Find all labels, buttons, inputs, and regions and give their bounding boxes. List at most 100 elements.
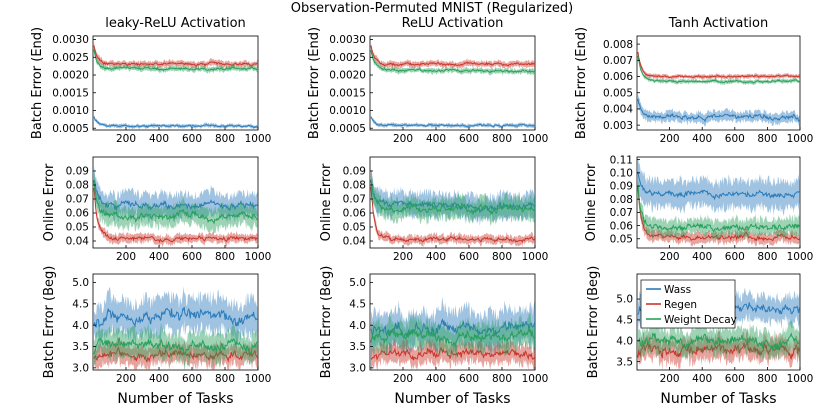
x-tick-label: 800: [757, 133, 777, 145]
line-weight-decay: [637, 185, 800, 233]
y-tick-label: 0.10: [610, 168, 633, 180]
x-tick-label: 600: [459, 133, 479, 145]
y-tick-label: 4.0: [72, 320, 89, 332]
x-tick-label: 400: [149, 133, 169, 145]
series-group: [637, 49, 800, 128]
band-regen: [94, 41, 258, 70]
x-tick-label: 1000: [245, 251, 272, 263]
y-tick-label: 0.11: [610, 154, 633, 166]
y-axis-label: Batch Error (End): [307, 27, 322, 139]
series-group: [93, 286, 258, 370]
line-wass: [637, 171, 800, 201]
y-tick-label: 5.0: [349, 277, 366, 289]
line-weight-decay: [93, 49, 258, 72]
y-tick-label: 0.07: [343, 194, 366, 206]
x-tick-label: 200: [660, 133, 680, 145]
line-wass: [370, 116, 535, 128]
band-regen: [638, 49, 800, 81]
y-tick-label: 0.0020: [52, 70, 89, 82]
panel-6: 200 400 600 800 1000 3.0 3.5 4.0 4.5 5.0 Batch Err…: [42, 266, 271, 407]
panel-2: 200 400 600 800 1000 0.003 0.004 0.005 0.006 0.00…: [574, 16, 813, 145]
y-tick-label: 0.06: [610, 220, 634, 232]
x-tick-label: 1000: [522, 373, 549, 385]
line-weight-decay: [637, 55, 800, 84]
panel-8: 200 400 600 800 1000 3.5 4.0 4.5 5.0 Batch Error …: [586, 266, 813, 407]
band-regen: [638, 329, 800, 370]
x-tick-label: 800: [757, 373, 777, 385]
band-wass: [94, 114, 258, 130]
x-tick-label: 400: [149, 373, 169, 385]
x-tick-label: 400: [426, 133, 446, 145]
x-tick-label: 800: [492, 133, 512, 145]
line-wass: [637, 98, 800, 123]
x-tick-label: 800: [215, 133, 235, 145]
legend: Wass Regen Weight Decay: [640, 279, 737, 329]
y-tick-label: 0.06: [66, 208, 90, 220]
y-tick-label: 0.07: [66, 194, 89, 206]
band-regen: [94, 185, 258, 248]
band-wass: [94, 165, 258, 224]
line-wass: [370, 318, 535, 339]
line-regen: [93, 346, 258, 363]
x-tick-label: 800: [492, 251, 512, 263]
x-tick-label: 400: [692, 251, 712, 263]
panels-group: 200 400 600 800 1000 0.0005 0.0010 0.0015 0.0020…: [30, 16, 813, 407]
y-tick-label: 4.0: [349, 320, 366, 332]
plot-frame: [92, 35, 259, 131]
band-weight-decay: [638, 180, 800, 241]
y-tick-label: 0.0030: [52, 34, 89, 46]
y-tick-label: 0.09: [610, 181, 633, 193]
y-tick-label: 0.0005: [52, 123, 89, 135]
y-tick-label: 3.0: [349, 363, 366, 375]
plot-frame: [369, 35, 536, 131]
subplot-title: ReLU Activation: [402, 16, 504, 31]
y-tick-label: 0.0010: [329, 105, 366, 117]
x-tick-label: 1000: [787, 133, 814, 145]
y-tick-label: 0.08: [610, 194, 633, 206]
band-weight-decay: [371, 312, 535, 363]
x-tick-label: 1000: [522, 251, 549, 263]
line-regen: [370, 186, 535, 243]
band-weight-decay: [638, 53, 800, 86]
series-group: [370, 167, 535, 248]
panel-7: 200 400 600 800 1000 3.0 3.5 4.0 4.5 5.0 Batch Err…: [319, 266, 548, 407]
band-wass: [94, 286, 258, 350]
line-weight-decay: [370, 179, 535, 216]
subplot-title: leaky-ReLU Activation: [105, 16, 246, 31]
x-tick-label: 1000: [245, 133, 272, 145]
line-wass: [93, 180, 258, 212]
y-tick-label: 3.5: [72, 341, 89, 353]
x-tick-label: 600: [459, 251, 479, 263]
y-tick-label: 0.05: [610, 233, 633, 245]
x-tick-label: 600: [182, 251, 202, 263]
y-tick-label: 0.0025: [52, 52, 89, 64]
x-tick-label: 600: [459, 373, 479, 385]
x-tick-label: 600: [182, 373, 202, 385]
band-regen: [638, 180, 800, 248]
x-tick-label: 800: [757, 251, 777, 263]
plot-frame: [92, 273, 259, 371]
y-tick-label: 3.5: [349, 341, 366, 353]
panel-1: 200 400 600 800 1000 0.0005 0.0010 0.0015 0.0020…: [307, 16, 548, 145]
plot-frame: [636, 273, 801, 371]
series-group: [93, 41, 258, 130]
x-tick-label: 200: [660, 373, 680, 385]
band-weight-decay: [371, 167, 535, 226]
x-tick-label: 800: [215, 251, 235, 263]
x-tick-label: 200: [660, 251, 680, 263]
y-tick-label: 0.0015: [52, 87, 89, 99]
band-weight-decay: [371, 47, 535, 76]
x-tick-label: 1000: [787, 251, 814, 263]
line-weight-decay: [93, 180, 258, 225]
y-tick-label: 0.005: [603, 87, 633, 99]
y-tick-label: 0.006: [603, 71, 633, 83]
line-weight-decay: [637, 332, 800, 352]
y-tick-label: 5.0: [72, 277, 89, 289]
series-group: [637, 157, 800, 248]
x-tick-label: 600: [182, 133, 202, 145]
panel-5: 200 400 600 800 1000 0.050.060.070.080.090.10…: [584, 154, 813, 263]
y-tick-label: 3.5: [616, 356, 633, 368]
x-tick-label: 200: [393, 373, 413, 385]
y-tick-label: 0.0005: [329, 123, 366, 135]
y-tick-label: 4.0: [616, 335, 633, 347]
